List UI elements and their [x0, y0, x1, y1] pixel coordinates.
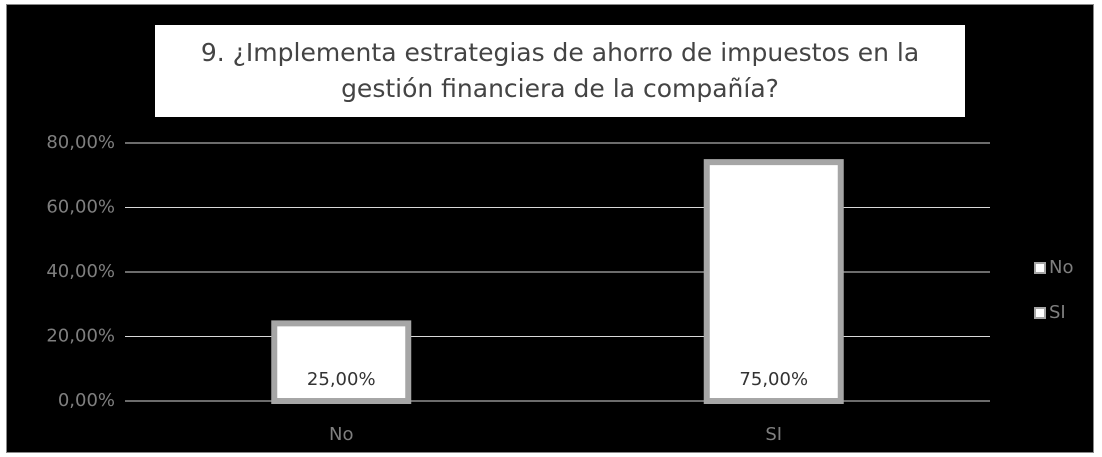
legend-label: SI — [1049, 302, 1066, 323]
x-tick-label: No — [329, 424, 353, 445]
y-tick-label: 0,00% — [58, 390, 115, 411]
legend-label: No — [1049, 257, 1073, 278]
bar — [703, 159, 844, 404]
data-label: 25,00% — [307, 369, 376, 390]
legend-marker — [1034, 307, 1046, 319]
y-tick-label: 40,00% — [46, 261, 115, 282]
y-tick-label: 60,00% — [46, 197, 115, 218]
data-label: 75,00% — [739, 369, 808, 390]
chart-title: 9. ¿Implementa estrategias de ahorro de … — [155, 25, 965, 117]
y-tick-label: 80,00% — [46, 132, 115, 153]
x-tick-label: SI — [765, 424, 782, 445]
legend-marker — [1034, 262, 1046, 274]
bar — [271, 320, 412, 404]
y-tick-label: 20,00% — [46, 326, 115, 347]
